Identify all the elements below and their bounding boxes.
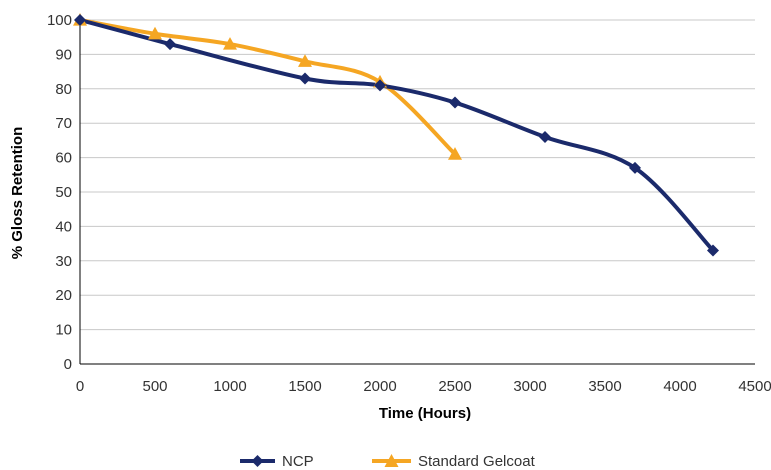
y-tick-label: 10 (55, 322, 72, 339)
x-tick-label: 1000 (213, 378, 246, 395)
data-point-standard-gelcoat (298, 54, 312, 67)
legend-item-standard-gelcoat: Standard Gelcoat (372, 453, 536, 470)
x-tick-label: 4000 (663, 378, 696, 395)
x-tick-label: 3000 (513, 378, 546, 395)
data-point-ncp (374, 79, 386, 92)
x-tick-label: 0 (76, 378, 84, 395)
x-tick-label: 1500 (288, 378, 321, 395)
legend-label-standard-gelcoat: Standard Gelcoat (418, 453, 536, 470)
data-point-ncp (74, 14, 86, 26)
y-tick-label: 40 (55, 218, 72, 235)
y-tick-label: 100 (47, 12, 72, 29)
data-point-standard-gelcoat (148, 26, 162, 40)
legend-marker-standard-gelcoat (384, 454, 399, 467)
y-tick-label: 20 (55, 287, 72, 304)
x-tick-label: 4500 (738, 378, 771, 395)
data-point-ncp (449, 96, 461, 109)
data-point-ncp (707, 244, 719, 257)
series-markers (73, 13, 719, 257)
legend: NCP Standard Gelcoat (240, 453, 536, 470)
legend-item-ncp: NCP (240, 453, 314, 470)
y-tick-label: 90 (55, 46, 72, 63)
data-point-standard-gelcoat (223, 37, 237, 50)
x-tick-label: 500 (142, 378, 167, 395)
data-point-ncp (539, 130, 551, 143)
legend-marker-ncp (251, 455, 264, 467)
grid-lines (80, 19, 755, 331)
legend-label-ncp: NCP (282, 453, 314, 470)
y-axis-title: % Gloss Retention (9, 127, 26, 260)
data-point-ncp (299, 72, 311, 85)
data-point-standard-gelcoat (448, 147, 462, 160)
y-tick-label: 70 (55, 115, 72, 132)
axes (79, 20, 755, 365)
y-tick-label: 30 (55, 253, 72, 270)
x-axis-title: Time (Hours) (379, 405, 471, 422)
y-tick-label: 50 (55, 184, 72, 201)
x-tick-label: 2500 (438, 378, 471, 395)
x-tick-label: 3500 (588, 378, 621, 395)
x-tick-labels: 0 500 1000 1500 2000 2500 3000 3500 4000 4500 (76, 378, 771, 395)
series-line-standard-gelcoat (78, 18, 457, 157)
y-tick-label: 0 (64, 356, 72, 373)
y-tick-labels: 0 10 20 30 40 50 60 70 80 90 100 (47, 12, 72, 373)
x-tick-label: 2000 (363, 378, 396, 395)
data-point-ncp (629, 161, 641, 174)
y-tick-label: 60 (55, 150, 72, 167)
data-point-ncp (164, 38, 176, 51)
y-tick-label: 80 (55, 81, 72, 98)
